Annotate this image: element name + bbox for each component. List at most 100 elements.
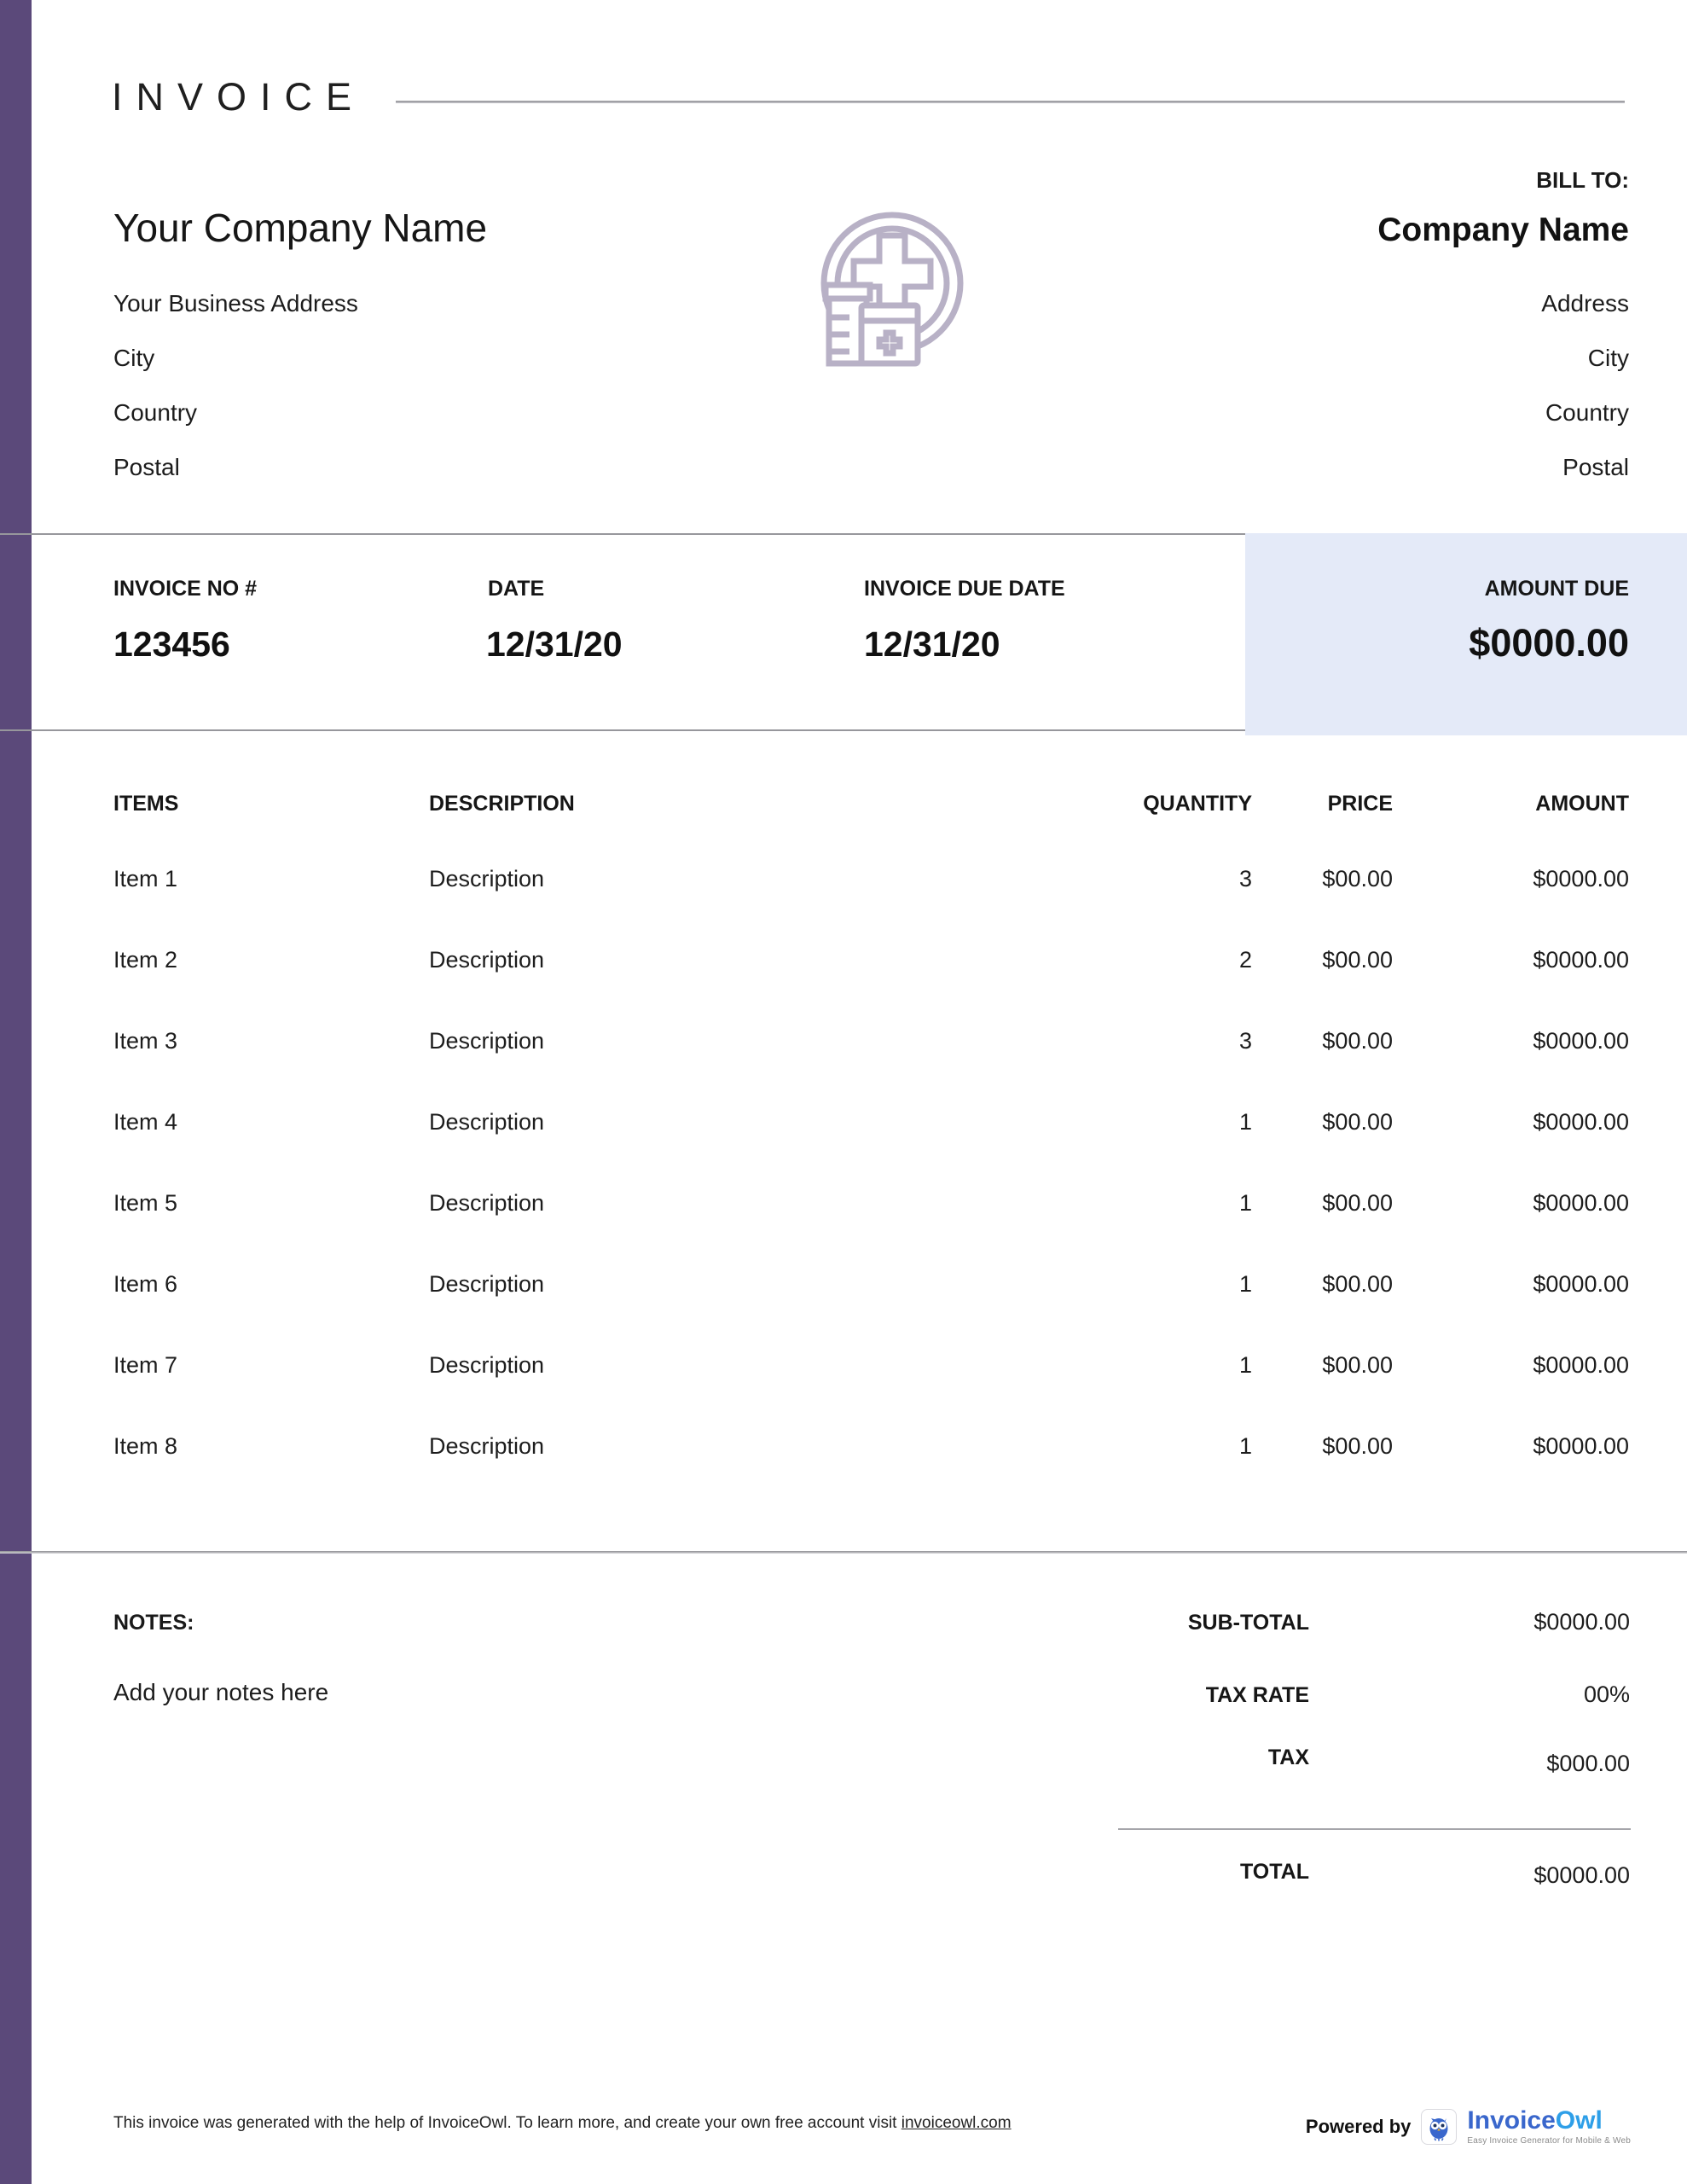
item-price: $00.00 xyxy=(1322,866,1393,892)
item-name: Item 1 xyxy=(113,866,178,892)
powered-by-label: Powered by xyxy=(1305,2116,1412,2137)
item-quantity: 1 xyxy=(1238,1433,1252,1459)
item-price: $00.00 xyxy=(1322,1433,1393,1459)
item-amount: $0000.00 xyxy=(1533,866,1629,892)
seller-address-block: Your Business Address City Country Posta… xyxy=(113,276,358,495)
section-divider xyxy=(0,1551,1687,1554)
item-quantity: 1 xyxy=(1238,1271,1252,1297)
seller-country: Country xyxy=(113,399,198,426)
items-table: Item 1 Description 3 $00.00 $0000.00 Ite… xyxy=(0,866,1687,1514)
item-price: $00.00 xyxy=(1322,1271,1393,1297)
items-table-header: ITEMS DESCRIPTION QUANTITY PRICE AMOUNT xyxy=(0,792,1687,826)
invoiceowl-brand[interactable]: InvoiceOwl Easy Invoice Generator for Mo… xyxy=(1467,2108,1631,2146)
item-name: Item 6 xyxy=(113,1271,178,1297)
invoice-no-value: 123456 xyxy=(113,624,230,664)
bill-to-heading: BILL TO: xyxy=(1536,167,1629,193)
brand-tagline: Easy Invoice Generator for Mobile & Web xyxy=(1467,2136,1631,2146)
item-amount: $0000.00 xyxy=(1533,1271,1629,1297)
tax-value: $000.00 xyxy=(1546,1751,1630,1776)
item-name: Item 7 xyxy=(113,1352,178,1378)
item-name: Item 3 xyxy=(113,1028,178,1054)
item-amount: $0000.00 xyxy=(1533,1433,1629,1459)
footer-note-text: This invoice was generated with the help… xyxy=(113,2114,901,2132)
table-row: Item 2 Description 2 $00.00 $0000.00 xyxy=(0,947,1687,1028)
item-description: Description xyxy=(429,947,545,973)
meta-bottom-rule xyxy=(0,729,1245,731)
item-amount: $0000.00 xyxy=(1533,1190,1629,1216)
table-row: Item 4 Description 1 $00.00 $0000.00 xyxy=(0,1109,1687,1190)
amount-due-label: AMOUNT DUE xyxy=(1484,577,1629,601)
item-quantity: 3 xyxy=(1238,1028,1252,1054)
subtotal-label: SUB-TOTAL xyxy=(1187,1611,1309,1635)
meta-top-rule xyxy=(0,533,1687,535)
invoice-no-label: INVOICE NO # xyxy=(113,577,258,601)
item-description: Description xyxy=(429,1190,545,1216)
item-quantity: 3 xyxy=(1238,866,1252,892)
owl-icon[interactable] xyxy=(1421,2109,1458,2145)
notes-label: NOTES: xyxy=(113,1611,194,1635)
item-description: Description xyxy=(429,1109,545,1135)
item-amount: $0000.00 xyxy=(1533,1352,1629,1378)
item-description: Description xyxy=(429,1352,545,1378)
pharmacy-cross-circle-icon xyxy=(812,205,965,369)
header-items: ITEMS xyxy=(113,792,179,816)
item-name: Item 4 xyxy=(113,1109,178,1135)
total-label: TOTAL xyxy=(1239,1860,1309,1884)
bill-to-city: City xyxy=(1587,345,1629,371)
item-name: Item 5 xyxy=(113,1190,178,1216)
item-price: $00.00 xyxy=(1322,1109,1393,1135)
total-rule xyxy=(1118,1828,1631,1830)
date-value: 12/31/20 xyxy=(486,624,623,664)
item-amount: $0000.00 xyxy=(1533,947,1629,973)
tax-rate-value: 00% xyxy=(1583,1682,1630,1707)
brand-owl-text: Owl xyxy=(1555,2106,1603,2135)
powered-by-block: Powered by InvoiceOwl Easy Invoice Gener… xyxy=(1306,2100,1631,2153)
header-rule xyxy=(396,101,1625,103)
due-date-value: 12/31/20 xyxy=(864,624,1000,664)
seller-address: Your Business Address xyxy=(113,290,358,317)
item-amount: $0000.00 xyxy=(1533,1109,1629,1135)
seller-postal: Postal xyxy=(113,454,180,480)
date-label: DATE xyxy=(488,577,545,601)
table-row: Item 1 Description 3 $00.00 $0000.00 xyxy=(0,866,1687,947)
bill-to-postal: Postal xyxy=(1562,454,1629,480)
table-row: Item 3 Description 3 $00.00 $0000.00 xyxy=(0,1028,1687,1109)
item-price: $00.00 xyxy=(1322,947,1393,973)
item-quantity: 2 xyxy=(1238,947,1252,973)
bill-to-company: Company Name xyxy=(1377,212,1629,248)
subtotal-value: $0000.00 xyxy=(1533,1609,1630,1635)
item-quantity: 1 xyxy=(1238,1109,1252,1135)
table-row: Item 6 Description 1 $00.00 $0000.00 xyxy=(0,1271,1687,1352)
item-description: Description xyxy=(429,1433,545,1459)
bill-to-country: Country xyxy=(1545,399,1629,426)
item-quantity: 1 xyxy=(1238,1190,1252,1216)
item-amount: $0000.00 xyxy=(1533,1028,1629,1054)
bill-to-address-block: Address City Country Postal xyxy=(1541,276,1629,495)
item-price: $00.00 xyxy=(1322,1190,1393,1216)
notes-text: Add your notes here xyxy=(113,1679,329,1705)
seller-company-name: Your Company Name xyxy=(113,206,488,250)
bill-to-address: Address xyxy=(1541,290,1629,317)
seller-city: City xyxy=(113,345,155,371)
tax-label: TAX xyxy=(1267,1745,1309,1769)
table-row: Item 7 Description 1 $00.00 $0000.00 xyxy=(0,1352,1687,1433)
header-amount: AMOUNT xyxy=(1535,792,1629,816)
footer-link[interactable]: invoiceowl.com xyxy=(901,2114,1012,2132)
item-name: Item 2 xyxy=(113,947,178,973)
amount-due-box xyxy=(1245,533,1687,735)
brand-invoice-text: Invoice xyxy=(1467,2106,1556,2135)
total-value: $0000.00 xyxy=(1533,1862,1630,1888)
footer-note: This invoice was generated with the help… xyxy=(113,2114,1012,2133)
table-row: Item 8 Description 1 $00.00 $0000.00 xyxy=(0,1433,1687,1514)
item-quantity: 1 xyxy=(1238,1352,1252,1378)
item-name: Item 8 xyxy=(113,1433,178,1459)
item-description: Description xyxy=(429,1271,545,1297)
item-description: Description xyxy=(429,1028,545,1054)
item-price: $00.00 xyxy=(1322,1352,1393,1378)
amount-due-value: $0000.00 xyxy=(1469,621,1629,665)
header-quantity: QUANTITY xyxy=(1143,792,1252,816)
tax-rate-label: TAX RATE xyxy=(1205,1683,1309,1707)
table-row: Item 5 Description 1 $00.00 $0000.00 xyxy=(0,1190,1687,1271)
due-date-label: INVOICE DUE DATE xyxy=(864,577,1065,601)
